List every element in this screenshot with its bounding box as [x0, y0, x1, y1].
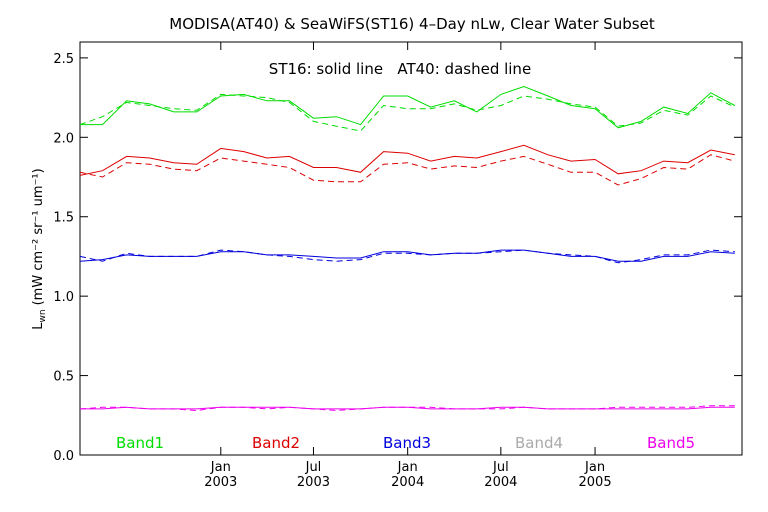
plot-frame	[79, 41, 743, 456]
x-tick-label-month: Jan	[210, 460, 231, 475]
chart-title: MODISA(AT40) & SeaWiFS(ST16) 4–Day nLw, …	[169, 15, 655, 33]
series-line-band5-dashed	[79, 405, 735, 412]
x-tick-label-month: Jul	[305, 460, 322, 475]
series-line-band2-dashed	[79, 154, 735, 186]
x-tick-label-year: 2005	[579, 475, 612, 490]
series-lines	[79, 85, 736, 412]
y-tick-label: 0.0	[53, 449, 74, 464]
series-line-band1-solid	[80, 85, 736, 129]
line-style-annotation: ST16: solid line AT40: dashed line	[269, 60, 531, 78]
series-line-band3-solid	[79, 249, 735, 262]
y-tick-label: 1.5	[53, 211, 74, 226]
x-tick-label-month: Jan	[397, 460, 418, 475]
y-tick-label: 2.0	[53, 131, 74, 146]
series-line-band5-solid	[80, 406, 735, 410]
series-line-band2-solid	[79, 144, 735, 176]
y-axis-label-subscript: wn	[38, 309, 48, 322]
legend-item-band3: Band3	[383, 434, 431, 452]
legend: Band1 Band2 Band3 Band4 Band5	[116, 434, 695, 452]
x-tick-label-month: Jan	[584, 460, 605, 475]
x-tick-label-year: 2004	[391, 475, 424, 490]
x-tick-label-month: Jul	[492, 460, 509, 475]
legend-item-band1: Band1	[116, 434, 164, 452]
series-line-band3-dashed	[79, 249, 735, 264]
y-axis-label: Lwn (mW cm⁻² sr⁻¹ um⁻¹)	[31, 168, 48, 329]
legend-item-band5: Band5	[647, 434, 695, 452]
x-tick-label-year: 2004	[484, 475, 517, 490]
y-tick-label: 1.0	[53, 290, 74, 305]
y-axis-label-symbol: L	[31, 322, 46, 330]
y-axis-ticks: 0.0 0.5 1.0 1.5 2.0 2.5	[53, 52, 742, 464]
series-line-band1-dashed	[79, 93, 736, 132]
x-tick-label-year: 2003	[204, 475, 237, 490]
legend-item-band4: Band4	[515, 434, 563, 452]
x-tick-label-year: 2003	[297, 475, 330, 490]
y-tick-label: 2.5	[53, 52, 74, 67]
y-axis-label-units: (mW cm⁻² sr⁻¹ um⁻¹)	[31, 168, 46, 305]
y-tick-label: 0.5	[53, 370, 74, 385]
legend-item-band2: Band2	[252, 434, 300, 452]
